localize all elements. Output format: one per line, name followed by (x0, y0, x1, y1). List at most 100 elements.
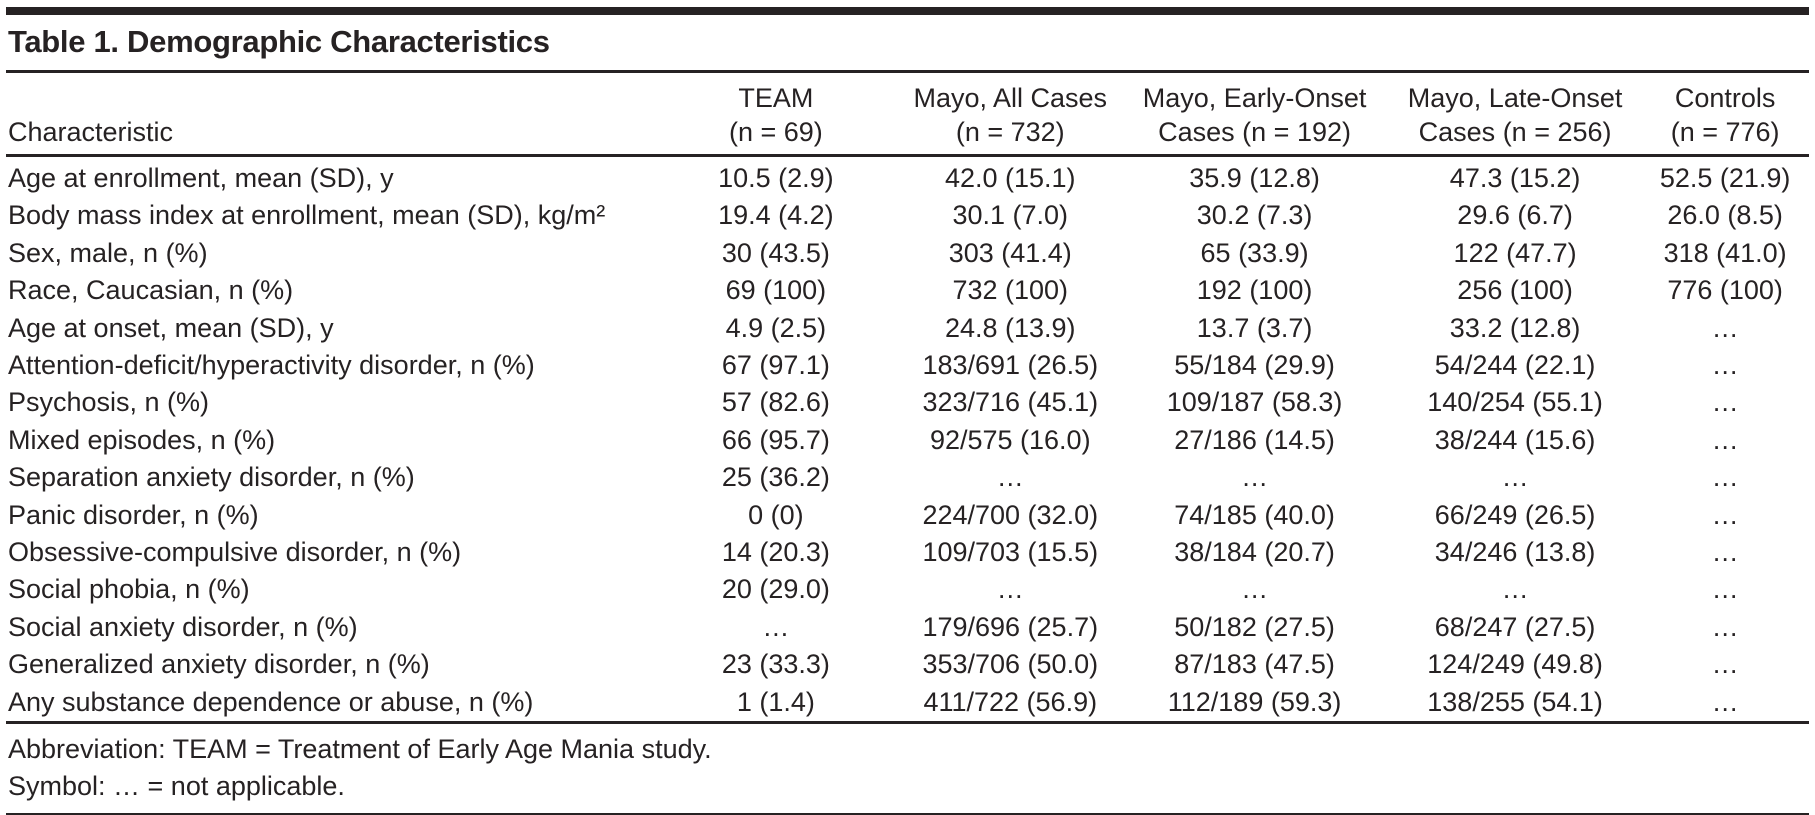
row-label: Body mass index at enrollment, mean (SD)… (8, 200, 606, 231)
value-cell: … (996, 574, 1024, 605)
value-cell: … (1711, 686, 1739, 717)
table-row: Age at onset, mean (SD), y 4.9 (2.5) 24.8 … (6, 310, 1809, 347)
value-cell: 10.5 (2.9) (718, 163, 834, 193)
value-cell: 411/722 (56.9) (923, 686, 1098, 717)
value-cell: 323/716 (45.1) (922, 387, 1099, 418)
value-cell: 19.4 (4.2) (718, 200, 834, 231)
value-cell: 23 (33.3) (721, 649, 830, 680)
value-cell: 303 (41.4) (948, 237, 1072, 268)
value-cell: 87/183 (47.5) (1174, 649, 1335, 680)
value-cell: 35.9 (12.8) (1189, 163, 1320, 193)
table-header: Characteristic TEAM (n = 69) Mayo, All Cas… (6, 73, 1809, 157)
value-cell: 27/186 (14.5) (1174, 424, 1335, 455)
characteristic-header: Characteristic (6, 73, 652, 157)
row-label: Attention-deficit/hyperactivity disorder… (8, 350, 535, 381)
column-header-line1: Controls (1674, 83, 1776, 113)
top-rule-bar (6, 7, 1809, 15)
column-header-line1: Mayo, Early-Onset (1142, 83, 1367, 113)
column-header-line2: Cases (n = 256) (1418, 117, 1612, 147)
table-row: Body mass index at enrollment, mean (SD)… (6, 197, 1809, 234)
value-cell: 65 (33.9) (1200, 237, 1309, 268)
table-row: Attention-deficit/hyperactivity disorder… (6, 347, 1809, 384)
value-cell: 0 (0) (748, 499, 804, 530)
value-cell: … (1501, 574, 1529, 605)
row-label: Mixed episodes, n (%) (8, 424, 276, 455)
table-row: Race, Caucasian, n (%) 69 (100) 732 (100) 1… (6, 272, 1809, 309)
value-cell: … (1711, 312, 1739, 343)
value-cell: … (1241, 574, 1269, 605)
value-cell: … (1711, 574, 1739, 605)
row-label: Generalized anxiety disorder, n (%) (8, 649, 430, 680)
header-row: Characteristic TEAM (n = 69) Mayo, All Cas… (6, 73, 1809, 157)
value-cell: 30.2 (7.3) (1196, 200, 1313, 231)
value-cell: 224/700 (32.0) (922, 499, 1099, 530)
column-header: Mayo, Early-Onset Cases (n = 192) (1120, 73, 1389, 157)
value-cell: … (1711, 537, 1739, 568)
column-header-line2: (n = 776) (1670, 117, 1780, 147)
value-cell: … (1241, 462, 1269, 493)
column-header-line2: Cases (n = 192) (1158, 117, 1351, 147)
value-cell: 42.0 (15.1) (944, 163, 1076, 193)
value-cell: 20 (29.0) (721, 574, 830, 605)
value-cell: 52.5 (21.9) (1659, 163, 1791, 193)
value-cell: … (1711, 611, 1739, 642)
value-cell: 112/189 (59.3) (1167, 686, 1342, 717)
value-cell: 256 (100) (1457, 275, 1573, 306)
value-cell: 92/575 (16.0) (929, 424, 1091, 455)
row-label: Panic disorder, n (%) (8, 499, 259, 530)
value-cell: … (1711, 462, 1739, 493)
row-label: Obsessive-compulsive disorder, n (%) (8, 537, 462, 568)
value-cell: 179/696 (25.7) (922, 611, 1099, 642)
value-cell: 109/703 (15.5) (922, 537, 1099, 568)
footnote: Symbol: … = not applicable. (8, 771, 345, 802)
value-cell: 29.6 (6.7) (1457, 200, 1573, 231)
value-cell: 183/691 (26.5) (922, 350, 1099, 381)
value-cell: … (996, 462, 1024, 493)
value-cell: 776 (100) (1667, 275, 1783, 306)
value-cell: 13.7 (3.7) (1196, 312, 1313, 343)
column-header-line1: Mayo, Late-Onset (1407, 83, 1623, 113)
footnote: Abbreviation: TEAM = Treatment of Early … (8, 734, 712, 765)
value-cell: 24.8 (13.9) (944, 312, 1076, 343)
value-cell: 38/244 (15.6) (1434, 424, 1596, 455)
row-label: Psychosis, n (%) (8, 387, 210, 418)
table-row: Any substance dependence or abuse, n (%)… (6, 684, 1809, 723)
value-cell: … (1711, 499, 1739, 530)
table-row: Sex, male, n (%) 30 (43.5) 303 (41.4) 65 (3… (6, 235, 1809, 272)
value-cell: … (762, 611, 790, 642)
value-cell: … (1501, 462, 1529, 493)
column-header: Mayo, Late-Onset Cases (n = 256) (1388, 73, 1642, 157)
column-header-line2: (n = 732) (955, 117, 1065, 147)
value-cell: 732 (100) (952, 275, 1069, 306)
table-row: Psychosis, n (%) 57 (82.6) 323/716 (45.1) 1… (6, 384, 1809, 421)
column-header: Controls (n = 776) (1641, 73, 1809, 157)
value-cell: 38/184 (20.7) (1174, 537, 1335, 568)
bottom-rule (6, 813, 1809, 815)
value-cell: 109/187 (58.3) (1166, 387, 1343, 418)
table-row: Social anxiety disorder, n (%) … 179/696 (… (6, 609, 1809, 646)
value-cell: 140/254 (55.1) (1427, 387, 1603, 418)
value-cell: 34/246 (13.8) (1434, 537, 1596, 568)
value-cell: 57 (82.6) (721, 387, 830, 418)
table-row: Panic disorder, n (%) 0 (0) 224/700 (32.0)… (6, 497, 1809, 534)
value-cell: 30 (43.5) (721, 237, 830, 268)
table-row: Social phobia, n (%) 20 (29.0)………… (6, 571, 1809, 608)
value-cell: 67 (97.1) (721, 350, 830, 381)
value-cell: 50/182 (27.5) (1174, 611, 1335, 642)
footnotes: Abbreviation: TEAM = Treatment of Early … (6, 724, 1809, 813)
value-cell: 124/249 (49.8) (1427, 649, 1603, 680)
value-cell: 1 (1.4) (736, 686, 815, 717)
demographics-table: Characteristic TEAM (n = 69) Mayo, All Cas… (6, 73, 1809, 724)
column-header-line1: TEAM (738, 83, 814, 113)
value-cell: 30.1 (7.0) (952, 200, 1069, 231)
value-cell: 66/249 (26.5) (1434, 499, 1596, 530)
value-cell: 55/184 (29.9) (1174, 350, 1335, 381)
value-cell: … (1711, 424, 1739, 455)
table-title: Table 1. Demographic Characteristics (8, 24, 550, 59)
row-label: Any substance dependence or abuse, n (%) (8, 686, 534, 717)
value-cell: 74/185 (40.0) (1174, 499, 1335, 530)
value-cell: … (1711, 350, 1739, 381)
value-cell: … (1711, 649, 1739, 680)
row-label: Separation anxiety disorder, n (%) (8, 462, 415, 493)
